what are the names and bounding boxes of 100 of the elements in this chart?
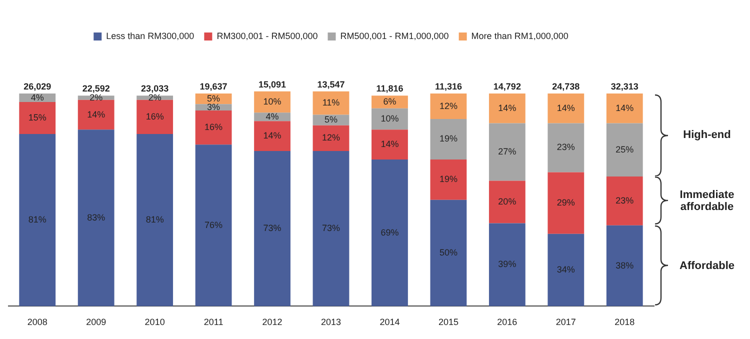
legend-label: Less than RM300,000 [106, 30, 194, 41]
data-label: 27% [498, 146, 516, 156]
data-label: 20% [498, 196, 516, 206]
data-label: 83% [87, 212, 106, 222]
data-label: 81% [28, 214, 46, 225]
annotation: 32,313 [610, 82, 638, 92]
bar [548, 172, 584, 234]
legend-label: RM300,001 - RM500,000 [216, 30, 318, 41]
bar [488, 123, 526, 181]
data-label: 5% [207, 93, 220, 104]
x-tick-label: 2018 [614, 317, 635, 328]
legend-label: More than RM1,000,000 [471, 30, 568, 41]
data-label: 23% [556, 142, 575, 152]
data-label: 69% [380, 227, 399, 238]
bar [372, 96, 408, 108]
data-label: 14% [498, 102, 516, 113]
bar [430, 94, 467, 120]
data-label: 50% [439, 248, 458, 258]
bar [488, 94, 526, 124]
text: High-end [682, 128, 732, 143]
annotation: 11,816 [376, 84, 404, 94]
data-label: 5% [324, 114, 338, 125]
data-label: 10% [380, 114, 399, 124]
data-label: 19% [439, 134, 458, 144]
data-label: 76% [204, 220, 223, 230]
data-label: 14% [380, 139, 399, 150]
data-label: 11% [322, 98, 340, 108]
data-label: 23% [616, 195, 634, 206]
x-tick-label: 2013 [320, 317, 342, 328]
annotation: 26,029 [24, 82, 52, 92]
bar [195, 110, 232, 145]
bar [136, 134, 174, 306]
bar [19, 102, 56, 134]
bar [254, 121, 290, 151]
data-label: 6% [383, 96, 396, 107]
bar [78, 130, 114, 306]
x-tick-label: 2015 [438, 317, 458, 328]
data-label: 10% [263, 96, 282, 107]
bar [430, 119, 467, 160]
data-label: 12% [322, 132, 340, 143]
bar [606, 176, 643, 226]
bar [488, 223, 526, 306]
x-tick-label: 2008 [27, 317, 48, 328]
bar [372, 108, 408, 130]
legend-label: RM500,001 - RM1,000,000 [340, 30, 449, 41]
bar [372, 159, 408, 306]
x-tick-label: 2017 [556, 317, 576, 328]
bar [254, 150, 290, 306]
data-label: 4% [266, 111, 279, 122]
annotation: 15,091 [258, 79, 286, 90]
bar [488, 180, 526, 224]
data-label: 29% [556, 198, 575, 208]
bar [606, 94, 643, 124]
data-label: 12% [439, 100, 458, 111]
data-label: 19% [439, 174, 458, 184]
x-tick-label: 2016 [497, 317, 518, 328]
data-label: 15% [28, 112, 46, 122]
data-label: 16% [146, 111, 164, 122]
x-tick-label: 2010 [144, 317, 165, 328]
bar [606, 225, 643, 306]
annotation: 23,033 [141, 84, 169, 94]
bar [136, 100, 174, 134]
data-label: 25% [616, 144, 634, 154]
data-label: 4% [30, 92, 44, 102]
data-label: 14% [616, 102, 634, 113]
x-tick-label: 2014 [380, 317, 400, 328]
data-label: 81% [146, 214, 164, 225]
annotation: 13,547 [317, 79, 345, 90]
data-label: 73% [263, 223, 282, 234]
data-label: 14% [263, 130, 282, 141]
bar [78, 100, 114, 130]
data-label: 14% [556, 102, 575, 113]
data-label: 14% [87, 109, 106, 120]
bar [312, 125, 350, 151]
annotation: 22,592 [82, 84, 110, 94]
bar [548, 123, 584, 172]
bar [430, 159, 467, 200]
text: Immediate affordable [678, 188, 736, 215]
bar [312, 150, 350, 306]
annotation: 14,792 [493, 82, 521, 92]
bar [548, 234, 584, 306]
x-tick-label: 2012 [262, 317, 282, 328]
bar [195, 144, 232, 306]
annotation: 19,637 [200, 82, 228, 92]
data-label: 34% [556, 264, 575, 275]
bar [372, 130, 408, 160]
annotation: 11,316 [434, 82, 462, 92]
bar [312, 91, 350, 115]
annotation: 24,738 [552, 82, 580, 92]
data-label: 73% [322, 223, 340, 234]
bar [430, 200, 467, 306]
bar [254, 91, 290, 113]
data-label: 39% [498, 259, 516, 270]
bar [548, 94, 584, 124]
data-label: 38% [616, 260, 634, 270]
data-label: 16% [204, 122, 223, 132]
bar [606, 123, 643, 176]
bar [19, 134, 56, 306]
data-label: 3% [207, 102, 220, 112]
x-tick-label: 2011 [204, 317, 224, 328]
